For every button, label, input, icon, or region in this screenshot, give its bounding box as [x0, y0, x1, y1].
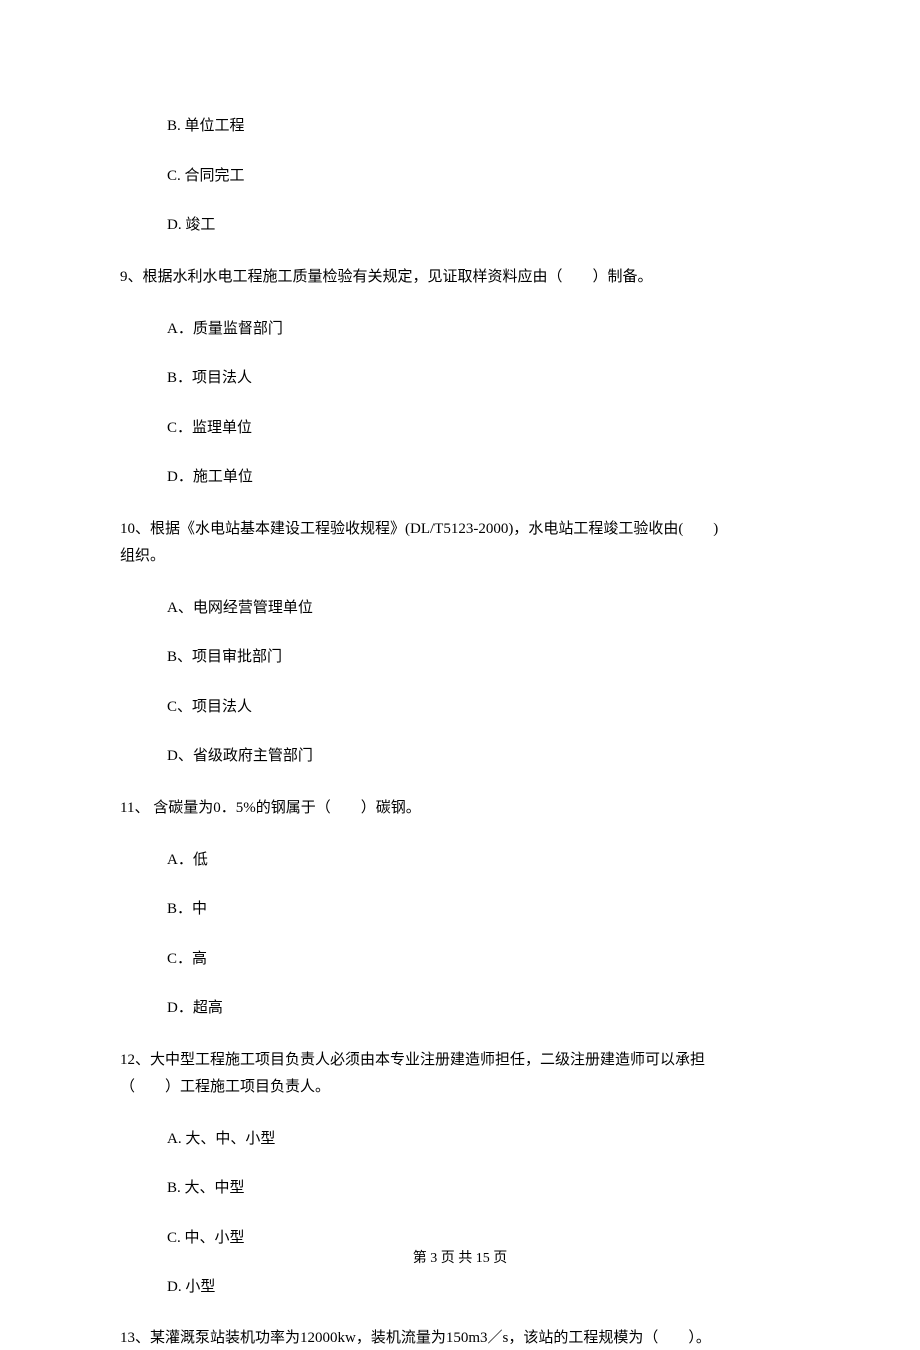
q10-option-d: D、省级政府主管部门 [120, 745, 800, 768]
q10-option-b: B、项目审批部门 [120, 646, 800, 669]
q11-option-d: D．超高 [120, 997, 800, 1020]
q10-line2: 组织。 [120, 543, 800, 570]
q12-option-d: D. 小型 [120, 1276, 800, 1299]
q10-text: 10、根据《水电站基本建设工程验收规程》(DL/T5123-2000)，水电站工… [120, 516, 800, 570]
q10-option-c: C、项目法人 [120, 696, 800, 719]
q12-option-a: A. 大、中、小型 [120, 1128, 800, 1151]
q9-option-c: C．监理单位 [120, 417, 800, 440]
q12-option-b: B. 大、中型 [120, 1177, 800, 1200]
q9-option-d: D．施工单位 [120, 466, 800, 489]
q10-option-a: A、电网经营管理单位 [120, 597, 800, 620]
q8-option-d: D. 竣工 [120, 214, 800, 237]
q11-option-a: A．低 [120, 849, 800, 872]
q12-line2: （ ）工程施工项目负责人。 [120, 1074, 800, 1101]
q9-option-b: B．项目法人 [120, 367, 800, 390]
q12-option-c: C. 中、小型 [120, 1227, 800, 1250]
q8-option-b: B. 单位工程 [120, 115, 800, 138]
q10-line1: 10、根据《水电站基本建设工程验收规程》(DL/T5123-2000)，水电站工… [120, 516, 800, 543]
q9-option-a: A．质量监督部门 [120, 318, 800, 341]
q10-block: 10、根据《水电站基本建设工程验收规程》(DL/T5123-2000)，水电站工… [120, 516, 800, 570]
q11-option-b: B．中 [120, 898, 800, 921]
q9-text: 9、根据水利水电工程施工质量检验有关规定，见证取样资料应由（ ）制备。 [120, 264, 800, 291]
q11-text: 11、 含碳量为0．5%的钢属于（ ）碳钢。 [120, 795, 800, 822]
q12-line1: 12、大中型工程施工项目负责人必须由本专业注册建造师担任，二级注册建造师可以承担 [120, 1047, 800, 1074]
page-content: B. 单位工程 C. 合同完工 D. 竣工 9、根据水利水电工程施工质量检验有关… [0, 0, 920, 1350]
q13-text: 13、某灌溉泵站装机功率为12000kw，装机流量为150m3／s，该站的工程规… [120, 1326, 800, 1350]
q8-option-c: C. 合同完工 [120, 165, 800, 188]
q12-text: 12、大中型工程施工项目负责人必须由本专业注册建造师担任，二级注册建造师可以承担… [120, 1047, 800, 1101]
q11-option-c: C．高 [120, 948, 800, 971]
q12-block: 12、大中型工程施工项目负责人必须由本专业注册建造师担任，二级注册建造师可以承担… [120, 1047, 800, 1101]
page-footer: 第 3 页 共 15 页 [0, 1247, 920, 1267]
